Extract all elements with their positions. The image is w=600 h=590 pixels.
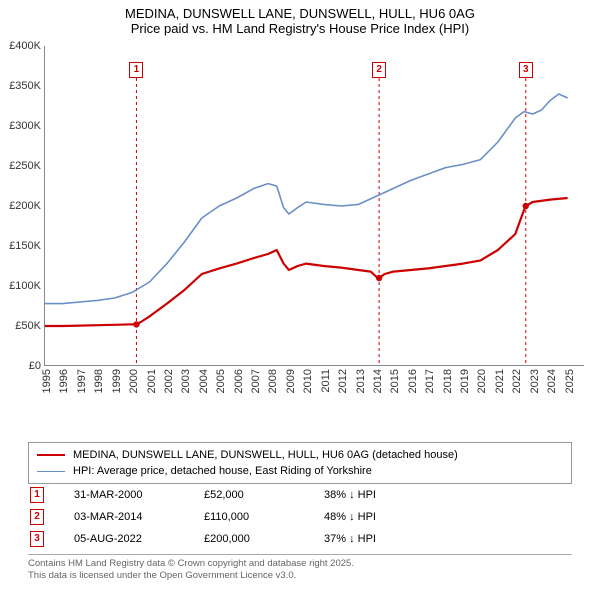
x-axis-tick-label: 2006 <box>233 369 245 393</box>
event-pct: 37% ↓ HPI <box>324 533 444 545</box>
event-marker-cell: 1 <box>30 487 44 503</box>
event-price: £110,000 <box>204 511 314 523</box>
x-axis-tick-label: 2002 <box>163 369 175 393</box>
event-row: 2 03-MAR-2014 £110,000 48% ↓ HPI <box>28 506 572 528</box>
plot-region: £0£50K£100K£150K£200K£250K£300K£350K£400… <box>44 46 584 366</box>
x-axis-tick-label: 1999 <box>111 369 123 393</box>
legend-label: HPI: Average price, detached house, East… <box>73 465 372 477</box>
x-axis-tick-label: 2011 <box>320 369 332 393</box>
x-axis-tick-label: 2005 <box>215 369 227 393</box>
x-axis-tick-label: 2018 <box>442 369 454 393</box>
x-axis-tick-label: 2021 <box>494 369 506 393</box>
y-axis-tick-label: £350K <box>9 80 41 92</box>
sale-point <box>376 275 382 281</box>
legend-row: MEDINA, DUNSWELL LANE, DUNSWELL, HULL, H… <box>37 447 563 463</box>
x-axis-tick-label: 2016 <box>407 369 419 393</box>
x-axis-tick-label: 2022 <box>511 369 523 393</box>
x-axis-tick-label: 2001 <box>146 369 158 393</box>
y-axis-tick-label: £150K <box>9 240 41 252</box>
footer-line-2: This data is licensed under the Open Gov… <box>28 570 572 582</box>
event-row: 1 31-MAR-2000 £52,000 38% ↓ HPI <box>28 484 572 506</box>
y-axis-tick-label: £50K <box>15 320 41 332</box>
event-marker-cell: 2 <box>30 509 44 525</box>
event-date: 03-MAR-2014 <box>54 511 194 523</box>
legend-swatch <box>37 454 65 456</box>
sale-events-table: 1 31-MAR-2000 £52,000 38% ↓ HPI 2 03-MAR-2014… <box>28 484 572 550</box>
x-axis-tick-label: 2013 <box>355 369 367 393</box>
sale-point <box>133 321 139 327</box>
footer-line-1: Contains HM Land Registry data © Crown c… <box>28 558 572 570</box>
x-axis-tick-label: 1998 <box>93 369 105 393</box>
x-axis-tick-label: 2023 <box>529 369 541 393</box>
event-marker-cell: 3 <box>30 531 44 547</box>
series-price_paid <box>45 198 568 326</box>
y-axis-tick-label: £200K <box>9 200 41 212</box>
x-axis-tick-label: 2014 <box>372 369 384 393</box>
x-axis-tick-label: 2000 <box>128 369 140 393</box>
x-axis-tick-label: 2019 <box>459 369 471 393</box>
y-axis-tick-label: £400K <box>9 40 41 52</box>
event-price: £200,000 <box>204 533 314 545</box>
x-axis-tick-label: 1995 <box>41 369 53 393</box>
event-marker-2: 2 <box>372 62 386 78</box>
x-axis-tick-label: 2009 <box>285 369 297 393</box>
chart-area: £0£50K£100K£150K£200K£250K£300K£350K£400… <box>44 46 584 401</box>
legend-box: MEDINA, DUNSWELL LANE, DUNSWELL, HULL, H… <box>28 442 572 484</box>
x-axis-tick-label: 2003 <box>180 369 192 393</box>
event-date: 05-AUG-2022 <box>54 533 194 545</box>
footer-attribution: Contains HM Land Registry data © Crown c… <box>28 554 572 582</box>
sale-point <box>523 203 529 209</box>
x-axis-tick-label: 2004 <box>198 369 210 393</box>
x-axis-tick-label: 1996 <box>58 369 70 393</box>
x-axis-tick-label: 2010 <box>302 369 314 393</box>
chart-title-block: MEDINA, DUNSWELL LANE, DUNSWELL, HULL, H… <box>0 0 600 40</box>
series-hpi <box>45 94 568 304</box>
x-axis-tick-label: 2017 <box>424 369 436 393</box>
event-marker-3: 3 <box>519 62 533 78</box>
title-line-2: Price paid vs. HM Land Registry's House … <box>10 21 590 36</box>
x-axis-tick-label: 1997 <box>76 369 88 393</box>
x-axis-tick-label: 2012 <box>337 369 349 393</box>
x-axis-tick-label: 2020 <box>476 369 488 393</box>
y-axis-tick-label: £300K <box>9 120 41 132</box>
x-axis-tick-label: 2015 <box>389 369 401 393</box>
x-axis-tick-label: 2024 <box>546 369 558 393</box>
y-axis-tick-label: £100K <box>9 280 41 292</box>
event-row: 3 05-AUG-2022 £200,000 37% ↓ HPI <box>28 528 572 550</box>
chart-container: MEDINA, DUNSWELL LANE, DUNSWELL, HULL, H… <box>0 0 600 590</box>
event-marker-1: 1 <box>129 62 143 78</box>
y-axis-tick-label: £250K <box>9 160 41 172</box>
event-date: 31-MAR-2000 <box>54 489 194 501</box>
y-axis-tick-label: £0 <box>29 360 41 372</box>
event-price: £52,000 <box>204 489 314 501</box>
event-pct: 48% ↓ HPI <box>324 511 444 523</box>
legend-swatch <box>37 471 65 472</box>
title-line-1: MEDINA, DUNSWELL LANE, DUNSWELL, HULL, H… <box>10 6 590 21</box>
legend-label: MEDINA, DUNSWELL LANE, DUNSWELL, HULL, H… <box>73 449 458 461</box>
x-axis-tick-label: 2008 <box>267 369 279 393</box>
x-axis-tick-label: 2007 <box>250 369 262 393</box>
x-axis-tick-label: 2025 <box>564 369 576 393</box>
event-pct: 38% ↓ HPI <box>324 489 444 501</box>
legend-row: HPI: Average price, detached house, East… <box>37 463 563 479</box>
line-chart-svg <box>45 46 585 366</box>
